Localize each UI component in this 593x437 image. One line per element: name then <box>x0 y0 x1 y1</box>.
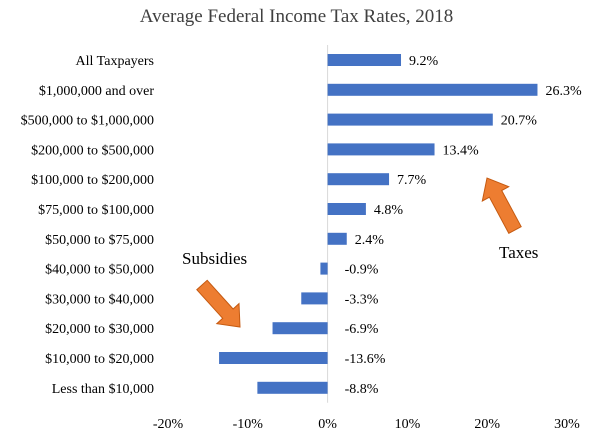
bar <box>327 83 538 96</box>
data-label: 7.7% <box>397 173 427 188</box>
bar <box>327 232 347 245</box>
data-label: -0.9% <box>345 263 379 278</box>
data-label: 2.4% <box>355 233 385 248</box>
chart-title: Average Federal Income Tax Rates, 2018 <box>139 6 454 27</box>
category-label: $10,000 to $20,000 <box>45 352 154 367</box>
category-label: $500,000 to $1,000,000 <box>21 114 154 129</box>
subsidies-arrow <box>196 279 241 328</box>
category-label: $50,000 to $75,000 <box>45 233 154 248</box>
data-label: 26.3% <box>545 84 582 99</box>
data-label: -3.3% <box>345 292 379 307</box>
x-tick-label: 30% <box>554 417 580 432</box>
x-tick-label: 10% <box>395 417 421 432</box>
data-label: 13.4% <box>443 143 480 158</box>
category-label: Less than $10,000 <box>52 382 154 397</box>
data-label: 20.7% <box>501 114 538 129</box>
category-label: $75,000 to $100,000 <box>38 203 154 218</box>
category-label: $1,000,000 and over <box>39 84 154 99</box>
x-tick-label: 20% <box>474 417 500 432</box>
bar <box>327 113 493 126</box>
data-label: -6.9% <box>345 322 379 337</box>
category-label: All Taxpayers <box>76 54 154 69</box>
bar <box>327 203 366 215</box>
category-label: $100,000 to $200,000 <box>31 173 154 188</box>
annotation-subsidies: Subsidies <box>182 249 248 268</box>
annotation-taxes: Taxes <box>499 243 539 262</box>
category-label: $40,000 to $50,000 <box>45 263 154 278</box>
data-label: 4.8% <box>374 203 404 218</box>
category-label: $200,000 to $500,000 <box>31 143 154 158</box>
bar <box>327 143 435 156</box>
bar <box>327 173 390 186</box>
x-tick-label: -20% <box>153 417 184 432</box>
x-tick-label: 0% <box>318 417 337 432</box>
taxes-arrow <box>481 177 522 234</box>
bar <box>301 292 328 305</box>
category-label: $30,000 to $40,000 <box>45 292 154 307</box>
category-label: $20,000 to $30,000 <box>45 322 154 337</box>
bar <box>272 322 328 335</box>
x-tick-label: -10% <box>233 417 264 432</box>
bar <box>257 381 328 394</box>
data-label: -8.8% <box>345 382 379 397</box>
bar <box>219 352 328 364</box>
bar <box>327 54 402 66</box>
data-label: -13.6% <box>345 352 386 367</box>
bar <box>320 262 328 275</box>
data-label: 9.2% <box>409 54 439 69</box>
